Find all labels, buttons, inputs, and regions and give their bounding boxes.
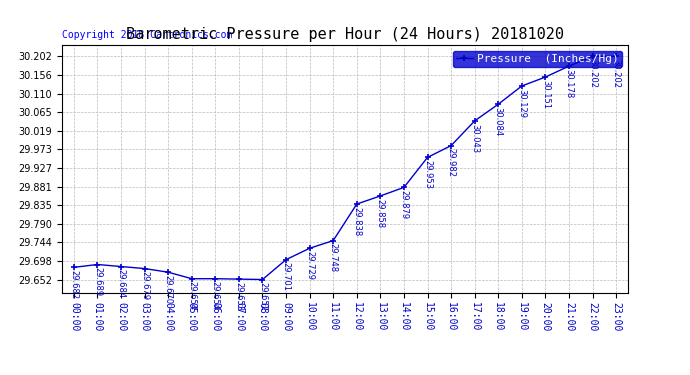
Pressure  (Inches/Hg) [353,202,361,206]
Text: 29.652: 29.652 [258,282,267,311]
Pressure  (Inches/Hg) [589,54,597,58]
Pressure  (Inches/Hg) [400,185,408,190]
Pressure  (Inches/Hg) [471,118,479,123]
Pressure  (Inches/Hg) [329,238,337,243]
Text: 29.748: 29.748 [328,243,337,273]
Text: 29.879: 29.879 [400,190,408,219]
Pressure  (Inches/Hg) [518,84,526,88]
Text: 30.084: 30.084 [494,107,503,136]
Pressure  (Inches/Hg) [306,246,314,250]
Pressure  (Inches/Hg) [141,266,149,271]
Pressure  (Inches/Hg) [93,262,101,267]
Text: 29.982: 29.982 [446,148,455,177]
Pressure  (Inches/Hg) [211,276,219,281]
Text: 29.858: 29.858 [376,199,385,228]
Line: Pressure  (Inches/Hg): Pressure (Inches/Hg) [70,53,620,283]
Pressure  (Inches/Hg) [188,276,196,281]
Text: 30.043: 30.043 [470,124,479,153]
Text: 30.151: 30.151 [541,80,550,109]
Pressure  (Inches/Hg) [541,75,549,79]
Pressure  (Inches/Hg) [565,64,573,68]
Text: 30.202: 30.202 [611,59,620,88]
Title: Barometric Pressure per Hour (24 Hours) 20181020: Barometric Pressure per Hour (24 Hours) … [126,27,564,42]
Text: 29.654: 29.654 [187,282,196,310]
Text: 29.653: 29.653 [235,282,244,311]
Text: 29.679: 29.679 [140,272,149,300]
Text: 29.654: 29.654 [211,282,220,310]
Pressure  (Inches/Hg) [258,277,266,282]
Pressure  (Inches/Hg) [424,155,432,160]
Pressure  (Inches/Hg) [117,264,125,269]
Pressure  (Inches/Hg) [235,277,243,281]
Text: 29.689: 29.689 [93,267,102,296]
Text: Copyright 2018 Cartronics.com: Copyright 2018 Cartronics.com [62,30,233,40]
Text: 29.682: 29.682 [70,270,79,299]
Text: 30.202: 30.202 [588,59,597,88]
Legend: Pressure  (Inches/Hg): Pressure (Inches/Hg) [453,51,622,67]
Pressure  (Inches/Hg) [494,102,502,106]
Text: 29.684: 29.684 [117,269,126,298]
Text: 29.670: 29.670 [164,275,172,304]
Text: 29.838: 29.838 [353,207,362,236]
Text: 29.953: 29.953 [423,160,432,189]
Pressure  (Inches/Hg) [282,257,290,262]
Pressure  (Inches/Hg) [164,270,172,274]
Text: 29.701: 29.701 [282,262,290,291]
Pressure  (Inches/Hg) [447,143,455,148]
Text: 29.729: 29.729 [305,251,314,280]
Pressure  (Inches/Hg) [376,194,384,198]
Pressure  (Inches/Hg) [70,265,78,270]
Pressure  (Inches/Hg) [612,54,620,58]
Text: 30.129: 30.129 [518,89,526,118]
Text: 30.178: 30.178 [564,69,573,98]
